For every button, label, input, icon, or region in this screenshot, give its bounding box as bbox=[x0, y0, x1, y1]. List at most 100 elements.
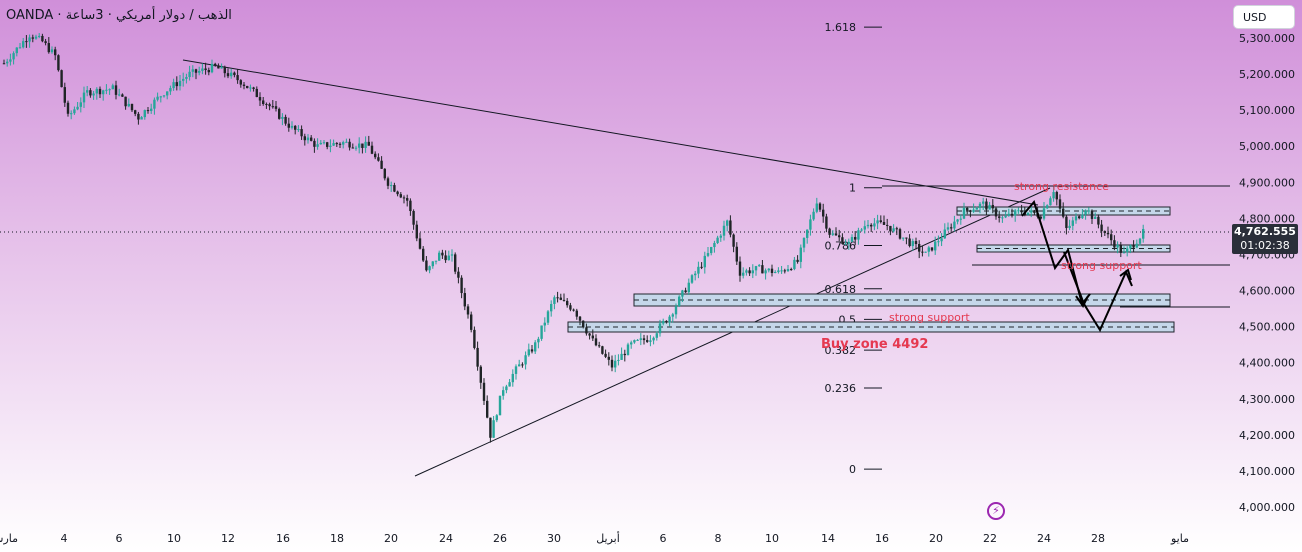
candle-body bbox=[914, 241, 918, 245]
candle-body bbox=[146, 110, 150, 112]
y-tick-label: 4,400.000 bbox=[1239, 357, 1295, 370]
candle-body bbox=[505, 386, 508, 391]
x-tick-label: 10 bbox=[765, 532, 779, 545]
candle-body bbox=[271, 106, 274, 108]
candle-body bbox=[402, 197, 406, 199]
candle-body bbox=[300, 129, 303, 137]
candle-body bbox=[226, 73, 230, 77]
candle-body bbox=[649, 340, 652, 342]
candle-body bbox=[716, 237, 719, 244]
candle-body bbox=[614, 360, 617, 368]
y-tick-label: 4,600.000 bbox=[1239, 285, 1295, 298]
x-tick-label: 6 bbox=[660, 532, 667, 545]
candle-body bbox=[956, 219, 959, 222]
candle-body bbox=[553, 297, 556, 304]
candle-body bbox=[390, 185, 393, 187]
candle-body bbox=[463, 293, 466, 307]
y-tick-label: 5,200.000 bbox=[1239, 68, 1295, 81]
candle-body bbox=[966, 207, 969, 211]
candle-body bbox=[230, 72, 233, 77]
candle-body bbox=[1087, 210, 1090, 212]
candle-body bbox=[1026, 212, 1030, 215]
candle-body bbox=[313, 140, 316, 147]
descending-trendline[interactable] bbox=[182, 59, 1039, 206]
candle-body bbox=[431, 261, 434, 267]
candle-body bbox=[934, 241, 937, 251]
candle-body bbox=[262, 100, 265, 104]
candle-body bbox=[777, 270, 780, 273]
candle-body bbox=[594, 338, 598, 346]
candle-body bbox=[41, 35, 44, 42]
candle-body bbox=[175, 82, 178, 87]
candle-body bbox=[9, 59, 12, 62]
candle-body bbox=[409, 200, 412, 212]
candle-body bbox=[870, 224, 873, 227]
lightning-icon[interactable]: ⚡ bbox=[987, 502, 1005, 520]
candle-body bbox=[1052, 192, 1055, 199]
candle-body bbox=[591, 335, 594, 339]
candle-body bbox=[569, 305, 572, 310]
candle-body bbox=[812, 211, 815, 220]
candle-body bbox=[338, 143, 342, 145]
candle-body bbox=[294, 125, 297, 130]
candle-body bbox=[937, 241, 940, 243]
candle-body bbox=[825, 216, 828, 229]
x-tick-label: 24 bbox=[1037, 532, 1051, 545]
candle-body bbox=[386, 178, 390, 186]
candle-body bbox=[962, 207, 966, 219]
candle-body bbox=[137, 113, 140, 120]
candle-body bbox=[745, 270, 748, 273]
candle-body bbox=[1094, 216, 1097, 219]
candle-body bbox=[57, 55, 60, 71]
candle-body bbox=[1039, 216, 1042, 219]
candle-body bbox=[729, 220, 732, 235]
candle-body bbox=[322, 142, 326, 144]
candle-body bbox=[924, 251, 927, 253]
candle-body bbox=[242, 84, 246, 86]
candle-body bbox=[793, 259, 796, 270]
candle-body bbox=[994, 208, 998, 217]
candle-body bbox=[972, 209, 975, 212]
candle-body bbox=[959, 218, 962, 220]
candle-body bbox=[290, 125, 294, 128]
candle-body bbox=[1084, 210, 1087, 215]
candle-body bbox=[22, 41, 25, 48]
candle-body bbox=[585, 327, 588, 334]
strong-resistance-label: strong resistance bbox=[1014, 180, 1109, 193]
candle-body bbox=[700, 266, 703, 268]
candle-body bbox=[198, 70, 201, 73]
candle-body bbox=[105, 89, 108, 91]
candle-body bbox=[822, 209, 825, 217]
candle-body bbox=[508, 382, 511, 387]
candle-body bbox=[620, 353, 623, 360]
candle-body bbox=[524, 355, 527, 365]
candle-body bbox=[66, 102, 70, 114]
x-tick-label: 20 bbox=[384, 532, 398, 545]
candle-body bbox=[1065, 216, 1068, 229]
candle-body bbox=[450, 254, 454, 256]
candle-body bbox=[1081, 214, 1084, 219]
candle-body bbox=[1106, 232, 1110, 235]
candle-body bbox=[444, 255, 447, 261]
candle-body bbox=[652, 337, 655, 341]
candle-body bbox=[393, 185, 396, 192]
candle-body bbox=[169, 88, 172, 92]
candle-body bbox=[194, 69, 198, 73]
candle-body bbox=[1135, 243, 1138, 248]
candle-body bbox=[841, 237, 844, 244]
candle-body bbox=[806, 229, 809, 238]
candle-body bbox=[527, 349, 530, 356]
candle-body bbox=[844, 243, 847, 245]
currency-button[interactable]: USD bbox=[1233, 5, 1295, 29]
candle-body bbox=[860, 229, 863, 231]
candle-body bbox=[486, 400, 489, 418]
candle-body bbox=[25, 41, 28, 43]
fib-level-label: 1.618 bbox=[825, 21, 857, 34]
candle-body bbox=[1068, 225, 1071, 229]
candle-body bbox=[790, 269, 793, 271]
y-tick-label: 5,300.000 bbox=[1239, 32, 1295, 45]
candle-body bbox=[662, 320, 665, 324]
candle-body bbox=[642, 338, 646, 341]
